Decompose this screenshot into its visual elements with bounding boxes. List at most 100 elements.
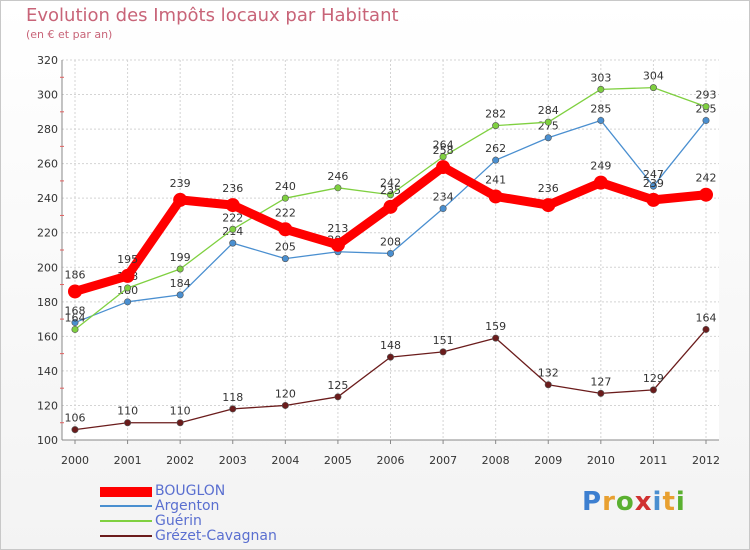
data-label-argenton: 247 — [643, 168, 664, 181]
data-point-grezet-cavagnan — [597, 389, 605, 397]
data-point-argenton — [597, 116, 605, 124]
data-label-argenton: 184 — [170, 277, 191, 290]
x-tick-label: 2000 — [61, 454, 89, 467]
chart-title: Evolution des Impôts locaux par Habitant — [26, 5, 399, 26]
data-point-argenton — [649, 182, 657, 190]
y-tick-label: 260 — [37, 158, 58, 171]
data-point-grezet-cavagnan — [702, 325, 710, 333]
data-label-grezet-cavagnan: 159 — [485, 320, 506, 333]
data-label-grezet-cavagnan: 110 — [170, 405, 191, 418]
data-point-bouglon — [699, 187, 713, 202]
data-label-bouglon: 213 — [327, 222, 348, 235]
y-tick-label: 140 — [37, 365, 58, 378]
data-label-guerin: 242 — [380, 177, 401, 190]
data-label-guerin: 199 — [170, 251, 191, 264]
data-label-grezet-cavagnan: 118 — [222, 391, 243, 404]
data-label-guerin: 264 — [433, 139, 454, 152]
data-label-grezet-cavagnan: 106 — [65, 412, 86, 425]
y-tick-label: 280 — [37, 123, 58, 136]
data-label-guerin: 303 — [590, 71, 611, 84]
data-point-bouglon — [225, 198, 240, 213]
logo-letter: i — [675, 487, 686, 517]
data-point-guerin — [386, 191, 394, 199]
data-label-grezet-cavagnan: 129 — [643, 372, 664, 385]
x-tick-label: 2007 — [429, 454, 457, 467]
y-tick-label: 180 — [37, 296, 58, 309]
data-point-argenton — [124, 298, 132, 306]
y-tick-label: 120 — [37, 399, 58, 412]
data-label-bouglon: 239 — [643, 177, 664, 190]
legend-swatch-argenton — [100, 505, 152, 507]
x-tick-label: 2012 — [692, 454, 720, 467]
data-point-guerin — [176, 265, 184, 273]
line-chart: 100 120 140 160 180 200 220 240 260 280 300 320 2000… — [37, 54, 720, 467]
y-tick-label: 320 — [37, 54, 58, 67]
data-point-argenton — [386, 249, 394, 257]
data-point-bouglon — [120, 268, 135, 283]
data-point-argenton — [229, 239, 237, 247]
data-point-grezet-cavagnan — [386, 353, 394, 361]
data-label-guerin: 164 — [65, 311, 86, 324]
x-tick-label: 2011 — [639, 454, 667, 467]
data-label-guerin: 240 — [275, 180, 296, 193]
x-tick-label: 2006 — [377, 454, 405, 467]
y-tick-label: 160 — [37, 330, 58, 343]
data-label-bouglon: 249 — [590, 160, 611, 173]
logo-letter: P — [582, 487, 603, 517]
data-point-argenton — [544, 134, 552, 142]
data-point-guerin — [702, 103, 710, 111]
x-tick-label: 2004 — [271, 454, 299, 467]
data-label-bouglon: 235 — [380, 184, 401, 197]
y-tick-label: 100 — [37, 434, 58, 447]
data-label-guerin: 222 — [222, 211, 243, 224]
data-point-bouglon — [593, 175, 608, 190]
data-label-bouglon: 186 — [65, 268, 86, 281]
data-point-guerin — [492, 122, 500, 130]
data-label-guerin: 304 — [643, 70, 664, 83]
y-tick-label: 240 — [37, 192, 58, 205]
data-label-bouglon: 241 — [485, 173, 506, 186]
logo-letter: r — [602, 487, 616, 517]
data-label-argenton: 262 — [485, 142, 506, 155]
data-point-argenton — [71, 319, 79, 327]
legend-label-argenton: Argenton — [155, 498, 220, 514]
data-label-guerin: 246 — [327, 170, 348, 183]
proxiti-logo: Proxiti — [582, 487, 686, 517]
data-point-guerin — [544, 118, 552, 126]
data-point-bouglon — [383, 199, 398, 214]
legend-label-guerin: Guérin — [155, 513, 202, 529]
data-point-argenton — [702, 116, 710, 124]
data-point-guerin — [124, 284, 132, 292]
data-point-grezet-cavagnan — [492, 334, 500, 342]
data-label-guerin: 282 — [485, 108, 506, 121]
logo-letter: o — [615, 487, 635, 517]
data-label-argenton: 208 — [380, 235, 401, 248]
legend-swatch-grezet-cavagnan — [100, 535, 152, 537]
data-point-grezet-cavagnan — [229, 405, 237, 413]
data-label-grezet-cavagnan: 110 — [117, 405, 138, 418]
y-tick-label: 220 — [37, 227, 58, 240]
data-point-bouglon — [68, 284, 82, 299]
data-label-grezet-cavagnan: 164 — [696, 311, 717, 324]
data-point-grezet-cavagnan — [124, 419, 132, 427]
data-label-grezet-cavagnan: 151 — [433, 334, 454, 347]
y-tick-label: 200 — [37, 261, 58, 274]
data-point-grezet-cavagnan — [176, 419, 184, 427]
data-point-guerin — [439, 153, 447, 161]
data-label-argenton: 168 — [65, 305, 86, 318]
data-label-grezet-cavagnan: 148 — [380, 339, 401, 352]
x-tick-label: 2010 — [587, 454, 615, 467]
data-label-bouglon: 222 — [275, 206, 296, 219]
logo-letter: x — [634, 487, 653, 517]
x-tick-label: 2005 — [324, 454, 352, 467]
logo-letter: i — [652, 487, 663, 517]
data-label-bouglon: 236 — [538, 182, 559, 195]
data-label-bouglon: 239 — [170, 177, 191, 190]
legend-swatch-bouglon — [100, 487, 152, 497]
data-point-guerin — [597, 85, 605, 93]
data-point-grezet-cavagnan — [544, 381, 552, 389]
data-label-grezet-cavagnan: 132 — [538, 367, 559, 380]
y-tick-label: 300 — [37, 89, 58, 102]
data-label-bouglon: 236 — [222, 182, 243, 195]
data-point-grezet-cavagnan — [281, 401, 289, 409]
